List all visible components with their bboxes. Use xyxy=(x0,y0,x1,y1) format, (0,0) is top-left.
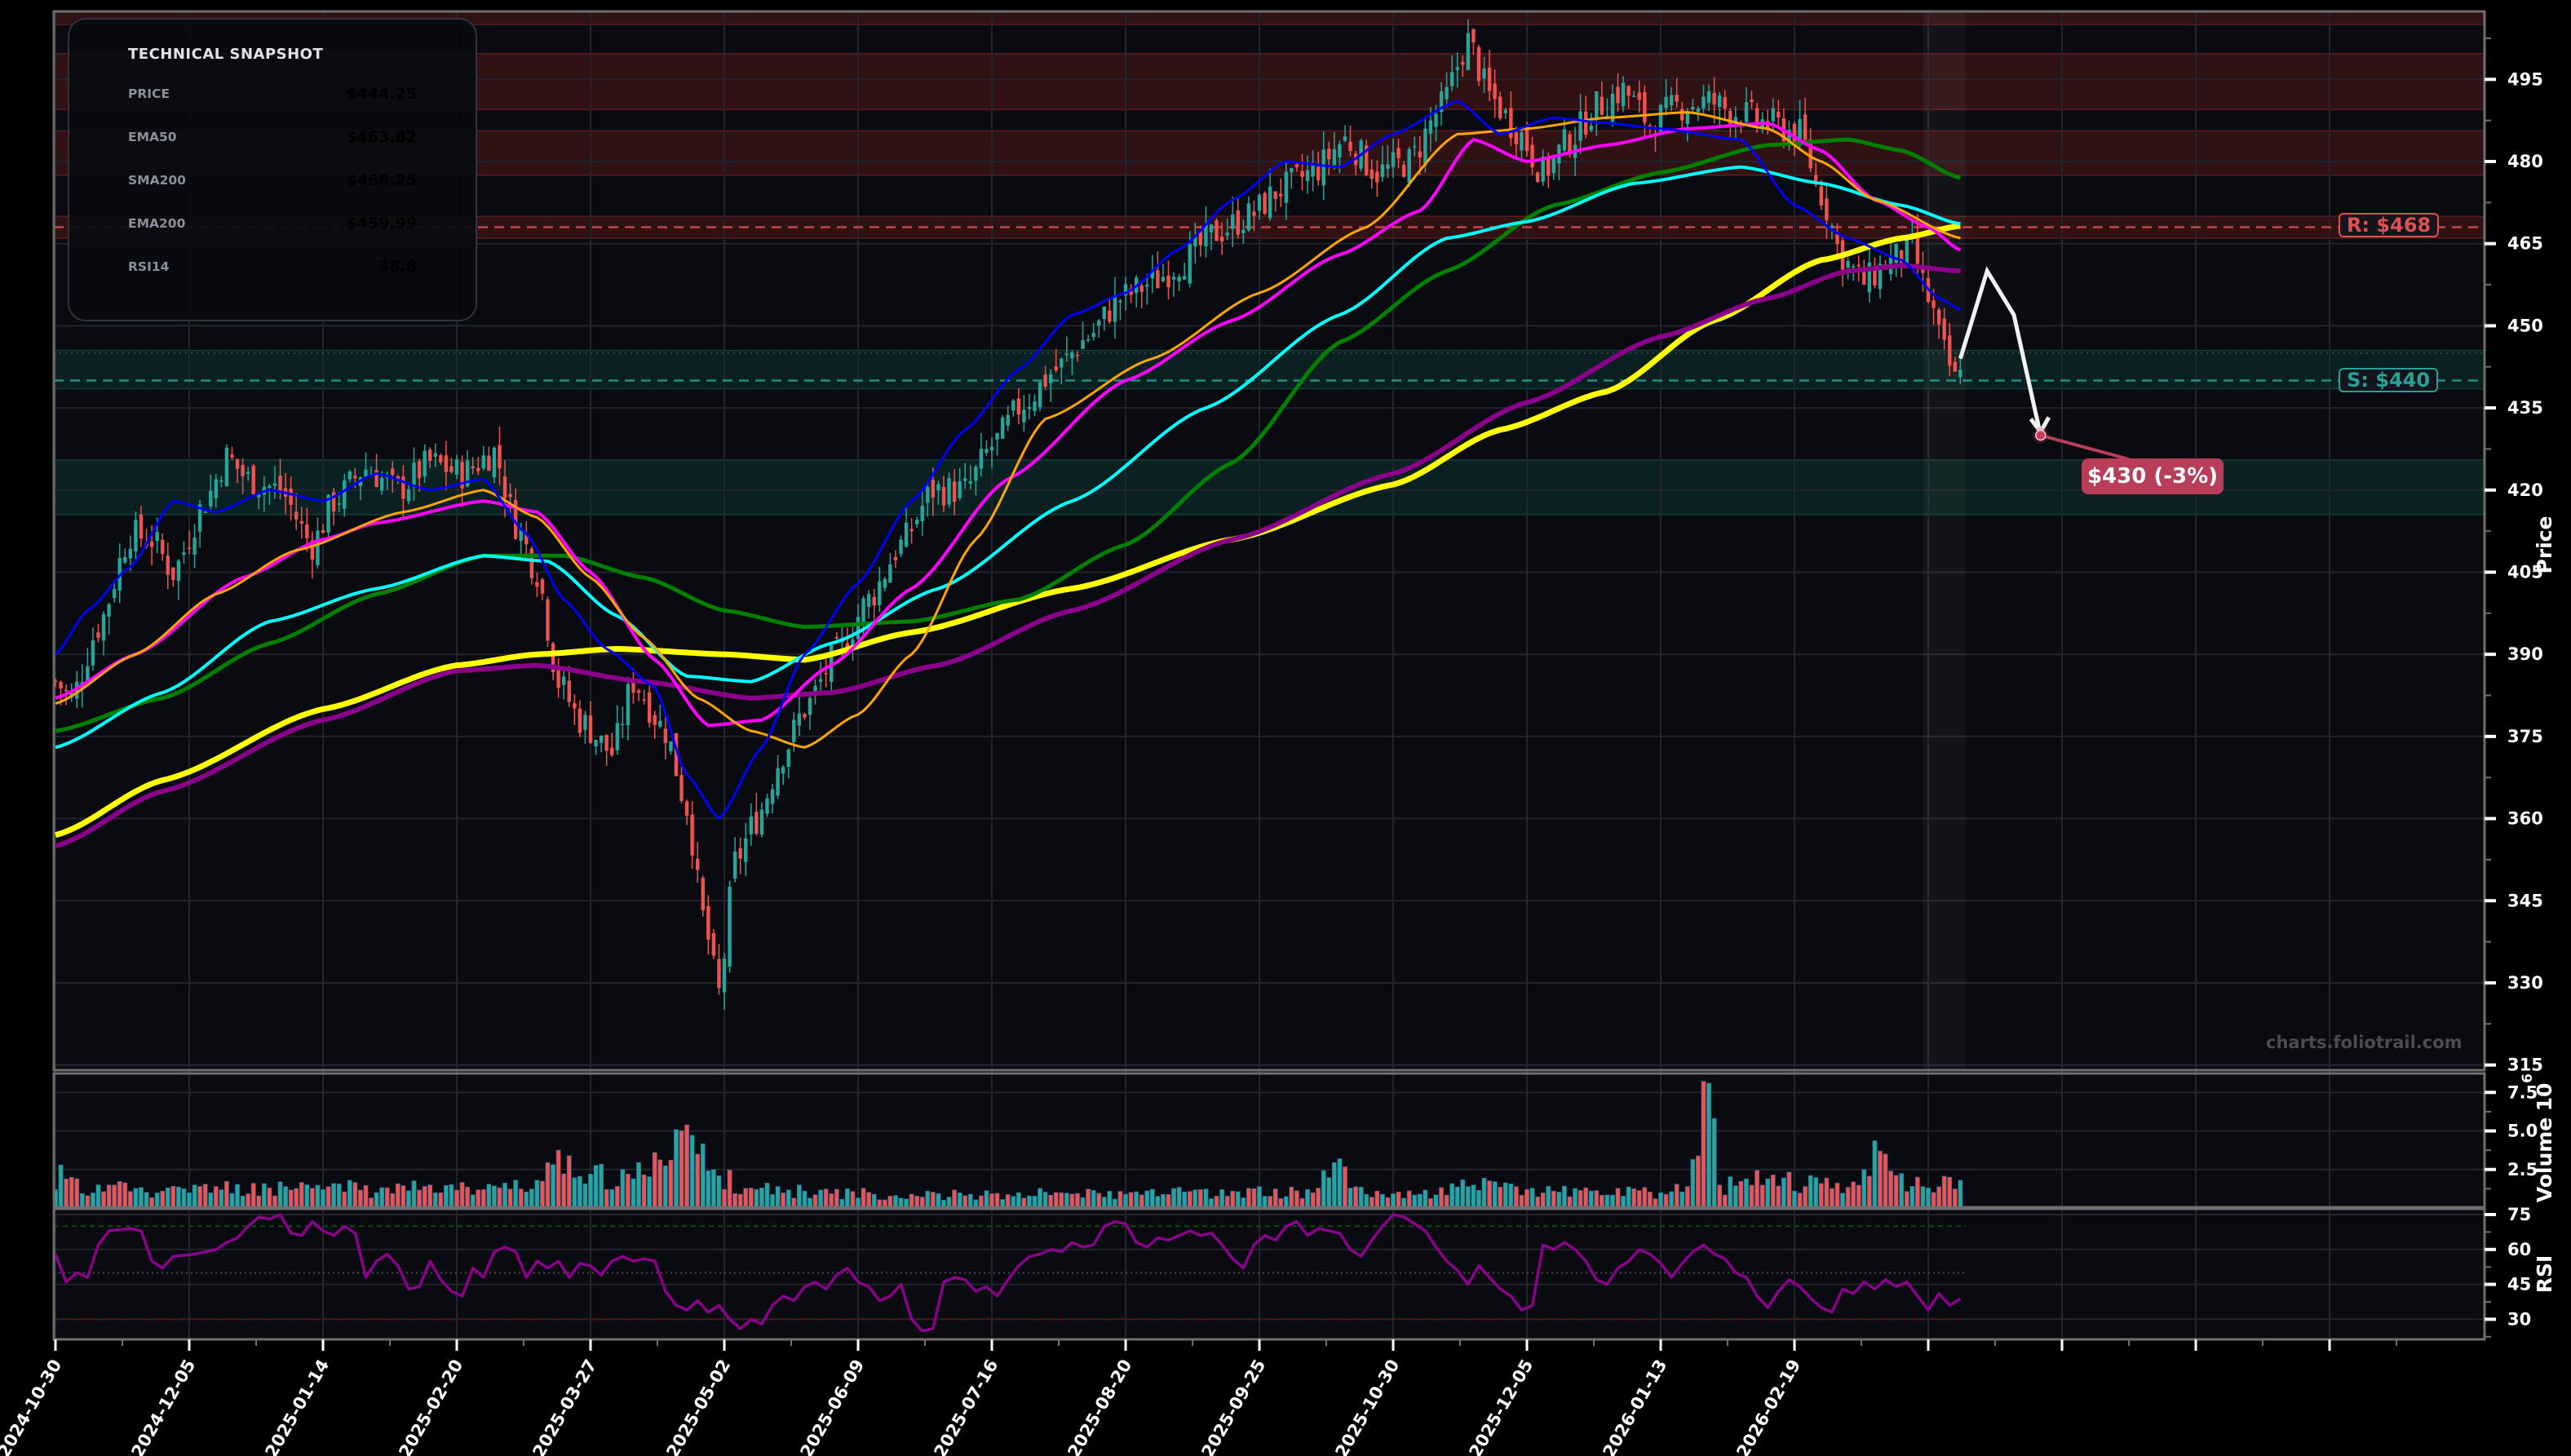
y-axis: 315 330 345 360 375 390 405 420 435 450 465 480 495 2… xyxy=(2485,37,2543,1338)
technical-snapshot-card: TECHNICAL SNAPSHOT PRICE $444.25 EMA50 $… xyxy=(68,18,477,321)
snapshot-label: EMA200 xyxy=(128,216,186,231)
price-axis-title: Price xyxy=(2533,516,2556,574)
svg-text:2025-01-14: 2025-01-14 xyxy=(261,1356,333,1456)
svg-text:30: 30 xyxy=(2507,1309,2531,1329)
svg-text:7.5: 7.5 xyxy=(2507,1082,2538,1102)
svg-text:2025-05-02: 2025-05-02 xyxy=(662,1356,734,1456)
svg-text:330: 330 xyxy=(2507,973,2543,993)
svg-text:2025-03-27: 2025-03-27 xyxy=(529,1356,600,1456)
snapshot-value: $468.25 xyxy=(346,171,417,189)
snapshot-value: $444.25 xyxy=(346,85,417,103)
panel-frames xyxy=(52,10,2486,1341)
snapshot-value: 38.8 xyxy=(378,258,417,276)
svg-text:2026-02-19: 2026-02-19 xyxy=(1732,1356,1804,1456)
svg-text:315: 315 xyxy=(2507,1055,2543,1075)
svg-text:5.0: 5.0 xyxy=(2507,1122,2538,1141)
svg-text:375: 375 xyxy=(2507,727,2543,746)
svg-text:450: 450 xyxy=(2507,316,2543,335)
rsi-axis-title: RSI xyxy=(2533,1255,2556,1294)
svg-text:2025-08-20: 2025-08-20 xyxy=(1064,1356,1135,1456)
svg-text:390: 390 xyxy=(2507,644,2543,664)
recent-bars-highlight xyxy=(1923,11,1966,1070)
forecast-target-label: $430 (-3%) xyxy=(2082,458,2224,494)
svg-text:2024-10-30: 2024-10-30 xyxy=(0,1356,65,1456)
svg-text:45: 45 xyxy=(2507,1275,2531,1294)
x-axis: 2024-10-30 2024-12-05 2025-01-14 2025-02-20… xyxy=(0,1339,2397,1456)
svg-text:360: 360 xyxy=(2507,809,2543,829)
volume-bars xyxy=(53,1081,1963,1208)
snapshot-row-ema200: EMA200 $459.99 xyxy=(128,215,417,237)
moving-average-lines xyxy=(54,100,1962,848)
watermark: charts.foliotrail.com xyxy=(2266,1033,2463,1052)
volume-axis-title: Volume xyxy=(2533,1117,2556,1203)
snapshot-label: RSI14 xyxy=(128,259,170,274)
svg-text:2.5: 2.5 xyxy=(2507,1160,2538,1179)
volume-exponent-power: 6 xyxy=(2520,1073,2536,1083)
svg-text:495: 495 xyxy=(2507,69,2543,89)
svg-text:60: 60 xyxy=(2507,1240,2531,1259)
svg-text:435: 435 xyxy=(2507,398,2543,418)
snapshot-value: $459.99 xyxy=(346,215,417,232)
svg-text:75: 75 xyxy=(2507,1205,2531,1224)
snapshot-title: TECHNICAL SNAPSHOT xyxy=(128,46,324,63)
snapshot-label: SMA200 xyxy=(128,173,186,188)
rsi-line xyxy=(54,1213,1966,1333)
svg-text:465: 465 xyxy=(2507,234,2543,254)
support-resistance-lines xyxy=(54,226,2485,382)
snapshot-value: $463.82 xyxy=(346,128,417,146)
svg-text:420: 420 xyxy=(2507,480,2543,500)
svg-text:2024-12-05: 2024-12-05 xyxy=(127,1356,199,1456)
svg-text:2025-12-05: 2025-12-05 xyxy=(1465,1356,1537,1456)
snapshot-row-sma200: SMA200 $468.25 xyxy=(128,171,417,194)
snapshot-row-price: PRICE $444.25 xyxy=(128,85,417,108)
svg-text:405: 405 xyxy=(2507,562,2543,582)
resistance-level-label: R: $468 xyxy=(2339,213,2440,237)
svg-text:2026-01-13: 2026-01-13 xyxy=(1599,1356,1670,1456)
svg-text:2025-09-25: 2025-09-25 xyxy=(1197,1356,1269,1456)
snapshot-label: PRICE xyxy=(128,86,170,101)
forecast-path xyxy=(1958,266,2130,461)
support-level-label: S: $440 xyxy=(2339,368,2439,392)
snapshot-label: EMA50 xyxy=(128,130,177,144)
volume-exponent: 10 xyxy=(2533,1083,2556,1112)
svg-text:345: 345 xyxy=(2507,891,2543,910)
snapshot-row-rsi14: RSI14 38.8 xyxy=(128,258,417,281)
svg-text:2025-06-09: 2025-06-09 xyxy=(796,1356,868,1456)
svg-text:2025-10-30: 2025-10-30 xyxy=(1331,1356,1403,1456)
svg-text:2025-02-20: 2025-02-20 xyxy=(395,1356,467,1456)
snapshot-row-ema50: EMA50 $463.82 xyxy=(128,128,417,151)
svg-text:2025-07-16: 2025-07-16 xyxy=(930,1356,1002,1456)
svg-text:480: 480 xyxy=(2507,152,2543,171)
